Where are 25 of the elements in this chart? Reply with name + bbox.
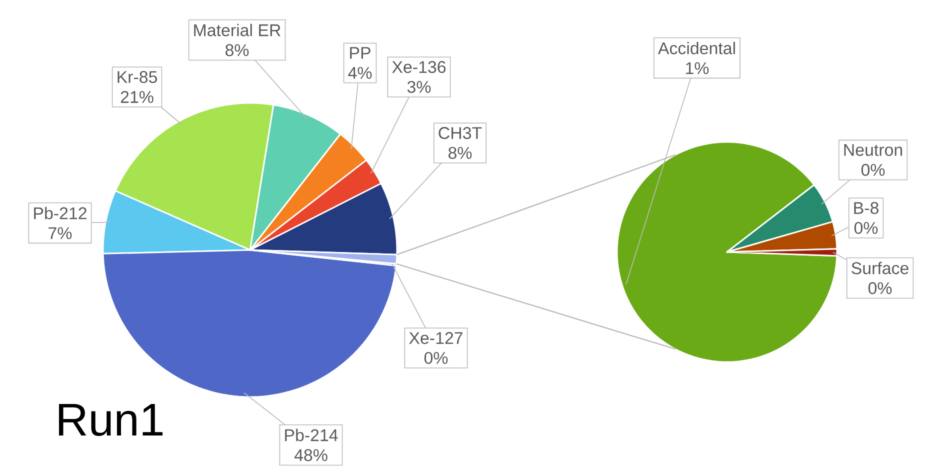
data-label: 48% (294, 449, 328, 462)
slice-label: Accidental (658, 42, 735, 54)
data-label: 21% (120, 90, 154, 103)
slice-label: Pb-212 (34, 206, 86, 220)
slice-label: Kr-85 (118, 71, 157, 84)
slice-label: Material ER (194, 24, 280, 36)
data-label: 8% (448, 146, 472, 159)
data-label: 0% (854, 222, 878, 234)
slice-label: Neutron (844, 144, 902, 156)
data-label: 0% (861, 164, 885, 176)
data-label: 3% (407, 80, 431, 93)
text: Run1 (58, 404, 163, 436)
slice-label: Xe-136 (392, 61, 446, 74)
slice-label: Xe-127 (409, 332, 462, 344)
slice-label: CH3T (438, 127, 482, 140)
data-label: 7% (48, 227, 72, 240)
slice-label: B-8 (854, 202, 878, 214)
slice-label: PP (350, 47, 370, 59)
data-label: 0% (424, 352, 448, 364)
data-label: 1% (686, 62, 709, 74)
data-label: 4% (348, 66, 372, 79)
slice-label: Surface (852, 262, 908, 274)
slice-label: Pb-214 (285, 428, 338, 442)
data-label: 8% (226, 44, 249, 56)
data-label: 0% (868, 282, 892, 294)
